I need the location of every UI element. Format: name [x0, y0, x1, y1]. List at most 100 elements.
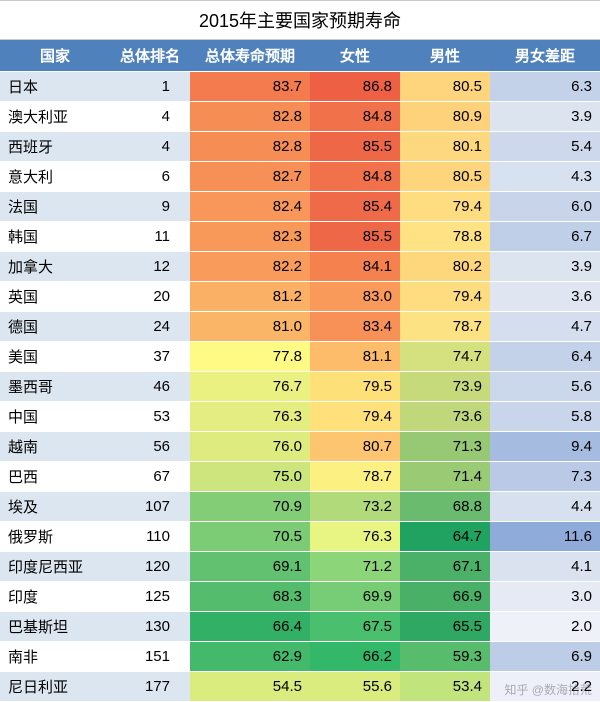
cell-overall: 81.0: [190, 312, 310, 342]
cell-rank: 6: [110, 162, 190, 192]
column-header: 总体寿命预期: [190, 40, 310, 72]
table-row: 印度12568.369.966.93.0: [0, 582, 600, 612]
cell-female: 85.5: [310, 222, 400, 252]
cell-rank: 107: [110, 492, 190, 522]
cell-overall: 68.3: [190, 582, 310, 612]
cell-female: 81.1: [310, 342, 400, 372]
cell-gap: 7.3: [490, 462, 600, 492]
cell-country: 巴基斯坦: [0, 612, 110, 642]
cell-gap: 4.3: [490, 162, 600, 192]
cell-male: 78.7: [400, 312, 490, 342]
table-title: 2015年主要国家预期寿命: [0, 0, 600, 40]
cell-gap: 11.6: [490, 522, 600, 552]
cell-rank: 56: [110, 432, 190, 462]
cell-overall: 82.7: [190, 162, 310, 192]
cell-female: 84.8: [310, 162, 400, 192]
cell-male: 79.4: [400, 282, 490, 312]
cell-country: 越南: [0, 432, 110, 462]
life-expectancy-table-container: 2015年主要国家预期寿命 国家总体排名总体寿命预期女性男性男女差距 日本1 83…: [0, 0, 600, 702]
cell-overall: 70.5: [190, 522, 310, 552]
cell-rank: 177: [110, 672, 190, 702]
cell-gap: 3.0: [490, 582, 600, 612]
cell-country: 墨西哥: [0, 372, 110, 402]
cell-overall: 54.5: [190, 672, 310, 702]
table-row: 尼日利亚17754.555.653.42.2: [0, 672, 600, 702]
table-row: 印度尼西亚12069.171.267.14.1: [0, 552, 600, 582]
cell-male: 71.4: [400, 462, 490, 492]
cell-female: 79.5: [310, 372, 400, 402]
cell-female: 66.2: [310, 642, 400, 672]
cell-rank: 125: [110, 582, 190, 612]
table-row: 墨西哥4676.779.573.95.6: [0, 372, 600, 402]
cell-rank: 46: [110, 372, 190, 402]
cell-overall: 66.4: [190, 612, 310, 642]
table-row: 美国3777.881.174.76.4: [0, 342, 600, 372]
cell-overall: 76.0: [190, 432, 310, 462]
column-header: 男女差距: [490, 40, 600, 72]
cell-overall: 69.1: [190, 552, 310, 582]
cell-country: 南非: [0, 642, 110, 672]
cell-gap: 4.4: [490, 492, 600, 522]
cell-country: 日本: [0, 72, 110, 102]
cell-country: 西班牙: [0, 132, 110, 162]
cell-gap: 5.6: [490, 372, 600, 402]
cell-country: 印度: [0, 582, 110, 612]
cell-overall: 76.3: [190, 402, 310, 432]
column-header: 女性: [310, 40, 400, 72]
cell-male: 67.1: [400, 552, 490, 582]
cell-gap: 2.0: [490, 612, 600, 642]
cell-female: 69.9: [310, 582, 400, 612]
cell-female: 67.5: [310, 612, 400, 642]
cell-rank: 1: [110, 72, 190, 102]
cell-female: 86.8: [310, 72, 400, 102]
table-row: 韩国1182.385.578.86.7: [0, 222, 600, 252]
table-row: 巴基斯坦13066.467.565.52.0: [0, 612, 600, 642]
cell-female: 83.0: [310, 282, 400, 312]
cell-rank: 37: [110, 342, 190, 372]
cell-rank: 151: [110, 642, 190, 672]
cell-country: 意大利: [0, 162, 110, 192]
header-row: 国家总体排名总体寿命预期女性男性男女差距: [0, 40, 600, 72]
table-row: 意大利682.784.880.54.3: [0, 162, 600, 192]
cell-male: 74.7: [400, 342, 490, 372]
column-header: 国家: [0, 40, 110, 72]
cell-rank: 110: [110, 522, 190, 552]
cell-gap: 4.7: [490, 312, 600, 342]
cell-overall: 75.0: [190, 462, 310, 492]
cell-gap: 6.3: [490, 72, 600, 102]
cell-country: 巴西: [0, 462, 110, 492]
cell-overall: 81.2: [190, 282, 310, 312]
cell-country: 法国: [0, 192, 110, 222]
cell-country: 德国: [0, 312, 110, 342]
cell-overall: 82.3: [190, 222, 310, 252]
table-row: 法国982.485.479.46.0: [0, 192, 600, 222]
cell-female: 79.4: [310, 402, 400, 432]
cell-overall: 82.4: [190, 192, 310, 222]
cell-country: 韩国: [0, 222, 110, 252]
cell-female: 84.8: [310, 102, 400, 132]
cell-rank: 9: [110, 192, 190, 222]
cell-rank: 4: [110, 102, 190, 132]
cell-gap: 3.6: [490, 282, 600, 312]
cell-female: 78.7: [310, 462, 400, 492]
table-row: 西班牙482.885.580.15.4: [0, 132, 600, 162]
cell-male: 80.9: [400, 102, 490, 132]
table-row: 越南5676.080.771.39.4: [0, 432, 600, 462]
table-row: 南非15162.966.259.36.9: [0, 642, 600, 672]
cell-male: 59.3: [400, 642, 490, 672]
cell-overall: 82.8: [190, 102, 310, 132]
cell-rank: 12: [110, 252, 190, 282]
cell-male: 78.8: [400, 222, 490, 252]
column-header: 总体排名: [110, 40, 190, 72]
cell-rank: 67: [110, 462, 190, 492]
cell-male: 79.4: [400, 192, 490, 222]
cell-country: 中国: [0, 402, 110, 432]
cell-female: 80.7: [310, 432, 400, 462]
cell-female: 83.4: [310, 312, 400, 342]
cell-male: 80.1: [400, 132, 490, 162]
cell-rank: 120: [110, 552, 190, 582]
cell-country: 澳大利亚: [0, 102, 110, 132]
cell-male: 73.6: [400, 402, 490, 432]
cell-male: 80.2: [400, 252, 490, 282]
cell-gap: 9.4: [490, 432, 600, 462]
